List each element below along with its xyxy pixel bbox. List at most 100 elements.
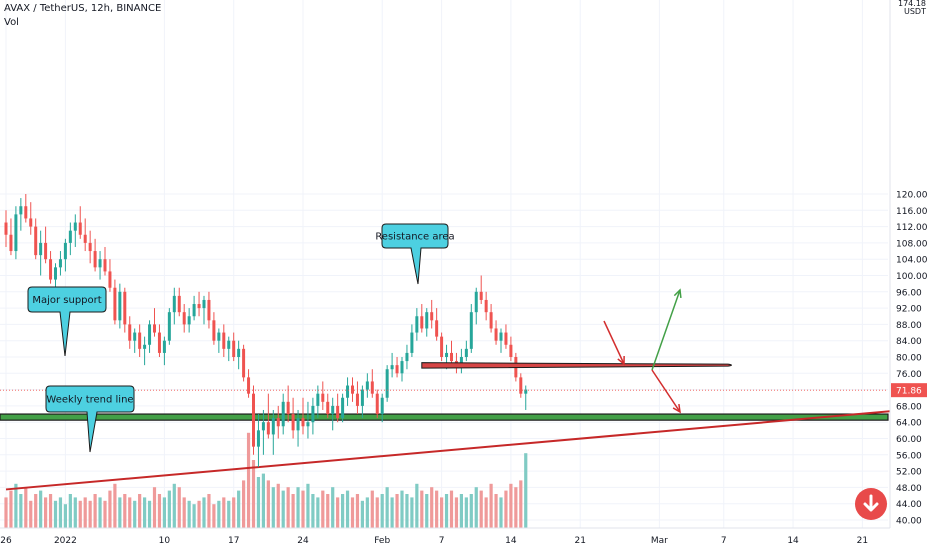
candle-body: [375, 393, 379, 415]
volume-bar: [420, 490, 424, 528]
volume-bar: [4, 497, 8, 528]
candle-body: [400, 361, 404, 374]
candle: [370, 369, 374, 398]
candle-body: [242, 348, 246, 378]
candle: [227, 336, 231, 362]
volume-bar: [355, 494, 360, 528]
candle: [355, 381, 359, 415]
candle: [341, 393, 345, 423]
candle: [316, 385, 320, 419]
volume-bar: [123, 494, 127, 528]
scroll-to-realtime-button[interactable]: [855, 488, 887, 520]
time-tick-label: 7: [439, 536, 445, 546]
callout-resistance-box: [381, 223, 449, 285]
price-tick-label: 112.00: [896, 223, 928, 233]
candle: [346, 377, 350, 406]
current-price-label: 71.86: [896, 387, 922, 397]
candle: [63, 238, 67, 272]
candle: [172, 287, 176, 325]
price-tick-label: 64.00: [896, 419, 922, 429]
volume-bar: [147, 500, 152, 528]
candle-body: [247, 377, 251, 394]
price-tick-label: 92.00: [896, 305, 922, 315]
current-price-badge: [891, 383, 927, 398]
candle: [380, 393, 384, 423]
volume-bar: [162, 497, 166, 528]
candle: [162, 336, 166, 366]
volume-bar: [345, 490, 350, 528]
candle: [177, 287, 181, 317]
time-tick-label: 24: [297, 536, 309, 546]
price-tick-label: 120.00: [896, 191, 928, 201]
price-tick-label: 80.00: [896, 354, 922, 364]
projection-arrow-down-1: [603, 320, 625, 366]
candle: [499, 328, 503, 353]
price-tick-label: 52.00: [896, 468, 922, 478]
volume-bar: [128, 497, 132, 528]
volume-bar: [103, 500, 107, 528]
time-tick-label: 14: [787, 536, 799, 546]
candle: [202, 295, 206, 325]
volume-bar: [202, 497, 206, 528]
time-tick-label: 26: [0, 536, 12, 546]
candle: [252, 385, 255, 455]
candle: [217, 328, 221, 353]
candle: [197, 291, 201, 317]
candle: [143, 336, 147, 366]
volume-bar: [58, 497, 63, 528]
candle-body: [365, 381, 369, 390]
candle: [301, 397, 305, 435]
candle-body: [435, 320, 439, 337]
candle: [237, 340, 241, 370]
volume-bar: [73, 497, 77, 528]
candle-body: [316, 393, 320, 406]
candle-body: [420, 316, 424, 329]
candle-body: [499, 332, 503, 341]
volume-bar: [281, 490, 285, 528]
candle-body: [192, 304, 196, 317]
candle-body: [380, 397, 384, 415]
candle-body: [212, 320, 216, 341]
volume-bar: [24, 487, 28, 528]
callout-resistance-text: Resistance area: [375, 232, 454, 243]
volume-bar: [9, 490, 13, 528]
candle: [360, 385, 364, 419]
price-tick-label: 88.00: [896, 321, 922, 331]
volume-bar: [430, 487, 434, 528]
candle: [331, 397, 335, 431]
volume-bar: [444, 494, 449, 528]
candle: [464, 340, 468, 362]
trend-line: [5, 406, 932, 491]
candle-body: [58, 259, 62, 268]
volume-bar: [375, 497, 379, 528]
projection-arrow-down-2-shaft: [651, 369, 681, 413]
volume-bar: [311, 494, 315, 528]
volume-bar: [449, 490, 454, 528]
projection-arrow-down-2-head: [672, 403, 681, 414]
candle: [306, 401, 310, 439]
volume-bar: [78, 500, 82, 528]
price-tick-label: 108.00: [896, 239, 928, 249]
candle-body: [296, 418, 300, 431]
candle-body: [479, 291, 483, 300]
time-tick-label: 7: [721, 536, 727, 546]
grid: [0, 0, 888, 528]
candle-body: [331, 405, 335, 415]
candle: [336, 393, 340, 423]
volume-bar: [350, 497, 355, 528]
candle-body: [276, 418, 280, 427]
volume-bar: [63, 504, 67, 528]
candle: [504, 324, 508, 349]
candle-body: [266, 422, 270, 435]
candle: [39, 230, 43, 276]
candle: [405, 344, 409, 370]
candle-body: [29, 218, 33, 227]
volume-bar: [177, 487, 181, 528]
price-tick-label: 116.00: [896, 207, 928, 217]
candle: [24, 194, 28, 223]
candle-body: [286, 401, 290, 415]
candle-body: [4, 222, 8, 235]
volume-bar: [469, 494, 473, 528]
